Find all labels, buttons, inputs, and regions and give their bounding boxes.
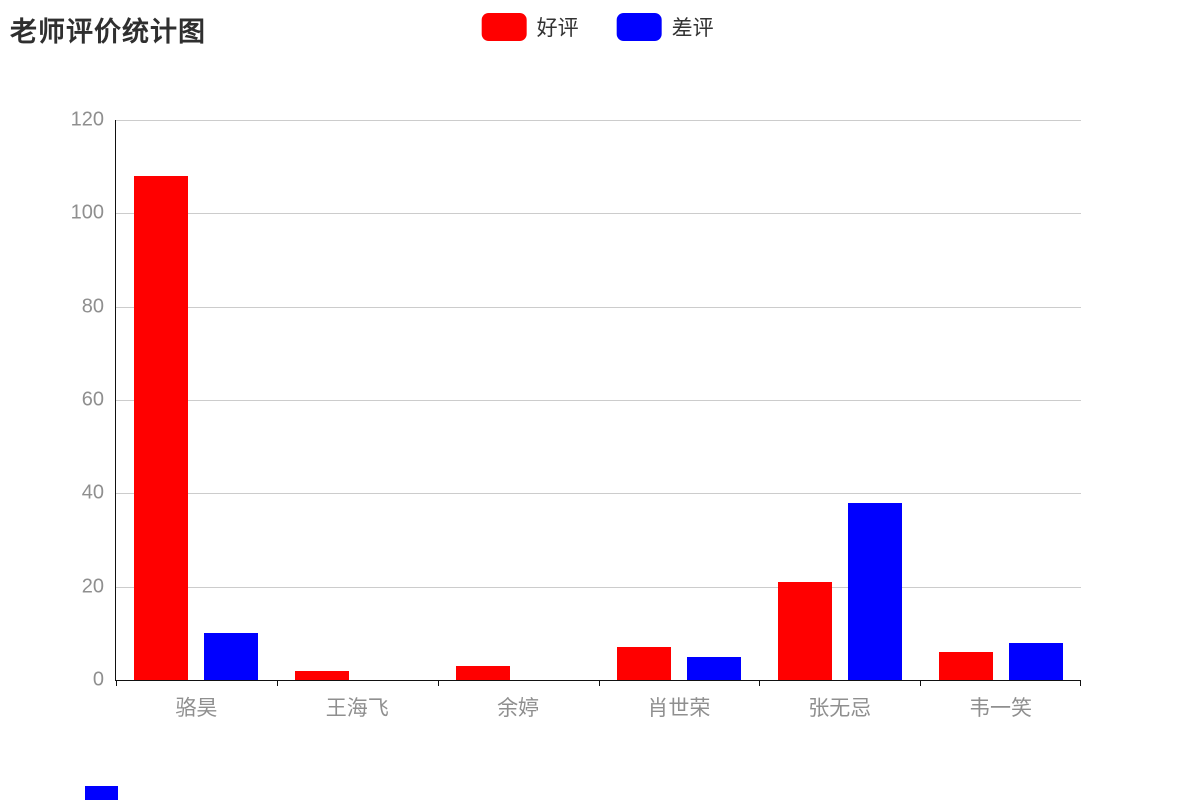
x-axis-tick-label: 骆昊 [175, 697, 218, 720]
legend-label: 差评 [671, 17, 714, 40]
bottom-blue-strip [85, 786, 118, 800]
bar-好评-肖世荣[interactable] [616, 647, 671, 680]
x-axis-tick-label: 肖世荣 [647, 697, 711, 720]
gridline [116, 586, 1081, 588]
y-axis-tick-label: 60 [81, 388, 104, 411]
gridline [116, 120, 1081, 121]
y-axis-tick-label: 20 [81, 575, 104, 598]
x-axis-tick-label: 王海飞 [325, 697, 389, 720]
gridline [116, 493, 1081, 495]
bar-差评-张无忌[interactable] [847, 502, 902, 680]
bar-好评-王海飞[interactable] [295, 670, 350, 680]
x-axis-tick [116, 680, 117, 686]
y-axis-tick-label: 80 [81, 295, 104, 318]
bar-差评-骆昊[interactable] [204, 633, 259, 680]
x-axis-tick [920, 680, 922, 686]
x-axis-tick-label: 张无忌 [808, 697, 872, 720]
x-axis-tick [1080, 680, 1081, 686]
gridline [116, 306, 1081, 308]
bar-好评-韦一笑[interactable] [938, 652, 993, 680]
plot-area: 0 20 40 60 80 100 120 骆昊 王海飞 余婷 肖世荣 张无忌 韦一笑 [71, 109, 1081, 720]
x-axis-tick [759, 680, 761, 686]
legend-marker-icon [616, 13, 662, 41]
legend-item-差评[interactable]: 差评 [616, 12, 714, 42]
bar-好评-余婷[interactable] [456, 666, 511, 680]
bar-好评-张无忌[interactable] [777, 582, 832, 680]
x-axis-tick-label: 余婷 [497, 697, 540, 720]
y-axis-tick-label: 0 [92, 668, 104, 691]
bar-好评-骆昊[interactable] [134, 176, 189, 680]
x-axis-tick [276, 680, 278, 686]
bar-差评-肖世荣[interactable] [686, 656, 741, 680]
x-axis-tick [437, 680, 439, 686]
y-axis-tick-label: 120 [70, 108, 104, 131]
x-axis-tick-label: 韦一笑 [969, 697, 1033, 720]
legend-item-好评[interactable]: 好评 [481, 12, 579, 42]
gridline [116, 400, 1081, 401]
y-axis-tick-label: 40 [81, 481, 104, 504]
y-axis-tick-label: 100 [70, 201, 104, 224]
bar-差评-韦一笑[interactable] [1008, 642, 1063, 680]
x-axis-tick [598, 680, 600, 686]
chart-title: 老师评价统计图 [10, 17, 206, 47]
legend: 好评 差评 [481, 12, 714, 42]
gridline [116, 213, 1081, 215]
legend-marker-icon [481, 13, 527, 41]
legend-label: 好评 [536, 17, 579, 40]
